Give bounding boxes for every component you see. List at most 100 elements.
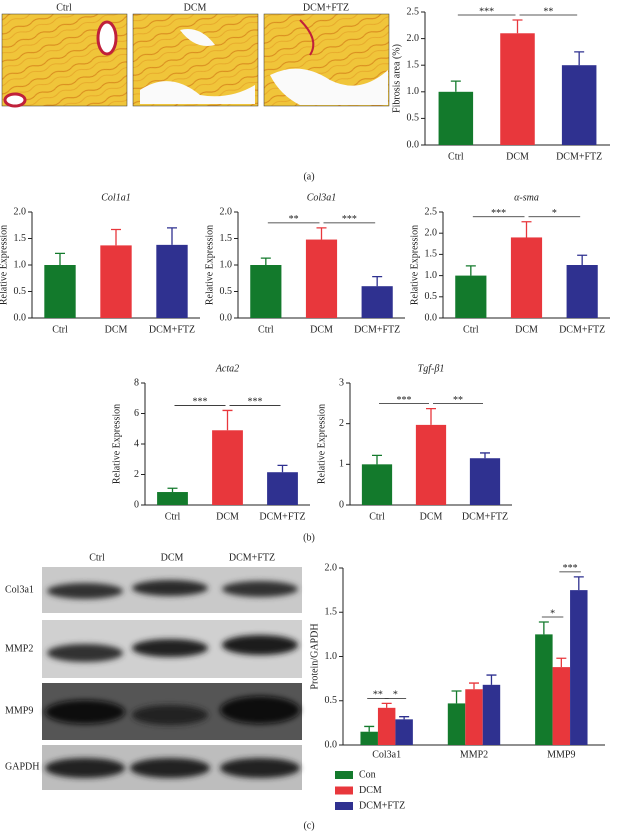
y-tick-label: 1.5 <box>425 249 438 260</box>
y-tick-label: 0.0 <box>407 139 420 150</box>
y-tick-label: 1.5 <box>407 59 420 70</box>
error-bar <box>111 228 121 246</box>
bar <box>482 684 501 745</box>
western-blot: Ctrl DCM DCM+FTZ Col3a1 MMP2 MMP9 GAPDH <box>5 552 302 790</box>
significance-label: *** <box>491 208 506 219</box>
significance-label: ** <box>543 6 553 17</box>
histology-images: Ctrl DCM DCM+FTZ <box>1 2 390 108</box>
vessel <box>96 20 118 56</box>
y-axis-label: Relative Expression <box>111 404 122 484</box>
error-bar <box>260 257 271 265</box>
error-bar <box>167 227 177 245</box>
y-tick-label: 0.5 <box>14 286 27 297</box>
y-tick-label: 1 <box>339 459 344 470</box>
error-bar <box>55 252 65 265</box>
x-tick-label: DCM <box>216 511 239 522</box>
chart-title: Tgf-β1 <box>418 363 445 374</box>
histology-label: Ctrl <box>56 2 72 13</box>
x-tick-label: DCM <box>506 151 529 162</box>
significance-label: *** <box>563 563 578 574</box>
blot-row-label: MMP2 <box>5 643 33 654</box>
bar <box>415 424 447 505</box>
y-tick-label: 2.0 <box>325 562 338 573</box>
blot-row-label: MMP9 <box>5 705 33 716</box>
y-tick-label: 2.0 <box>407 33 420 44</box>
x-tick-label: MMP9 <box>547 749 575 760</box>
tissue-gap <box>140 81 255 104</box>
bar <box>156 244 188 318</box>
chart-title: α-sma <box>514 192 539 203</box>
legend-swatch <box>335 802 353 810</box>
histology-label: DCM <box>184 2 207 13</box>
y-tick-label: 1.5 <box>14 233 27 244</box>
error-bar <box>486 674 497 685</box>
bar <box>305 239 338 318</box>
blot-column-label: DCM+FTZ <box>229 552 275 563</box>
x-tick-label: DCM <box>420 511 443 522</box>
error-bar <box>451 690 462 704</box>
y-tick-label: 1.0 <box>407 86 420 97</box>
legend-label: Con <box>359 769 376 780</box>
x-tick-label: Ctrl <box>369 511 385 522</box>
error-bar <box>512 19 523 34</box>
x-tick-label: DCM+FTZ <box>354 324 400 335</box>
bar <box>500 33 535 145</box>
y-tick-label: 0.0 <box>14 312 27 323</box>
bar <box>267 472 298 505</box>
panel-label: (a) <box>303 171 314 182</box>
y-tick-label: 0 <box>339 499 344 510</box>
error-bar <box>399 716 410 720</box>
panel-label: (c) <box>303 820 314 831</box>
legend-label: DCM+FTZ <box>359 800 405 811</box>
error-bar <box>277 464 288 473</box>
vessel <box>3 92 27 108</box>
significance-label: ** <box>289 214 299 225</box>
y-tick-label: 0 <box>134 499 139 510</box>
error-bar <box>469 682 479 690</box>
error-bar <box>538 621 549 635</box>
y-tick-label: 1.5 <box>220 233 233 244</box>
tissue-gap <box>270 68 388 105</box>
x-tick-label: DCM+FTZ <box>149 324 195 335</box>
bar <box>438 91 474 145</box>
x-tick-label: Ctrl <box>463 324 479 335</box>
x-tick-label: Ctrl <box>448 151 464 162</box>
x-tick-label: DCM <box>105 324 128 335</box>
significance-label: * <box>552 208 557 219</box>
bar <box>510 237 543 318</box>
y-axis-label: Relative Expression <box>0 225 9 305</box>
panel-label: (b) <box>303 532 315 543</box>
bar <box>361 464 393 505</box>
bar <box>250 265 282 318</box>
blot-row-label: Col3a1 <box>5 584 34 595</box>
chart-title: Col3a1 <box>307 192 336 203</box>
bar <box>361 286 393 318</box>
chart-title: Acta2 <box>215 363 239 374</box>
x-tick-label: DCM+FTZ <box>462 511 508 522</box>
error-bar <box>372 276 383 287</box>
y-tick-label: 2.5 <box>425 206 438 217</box>
error-bar <box>556 657 567 668</box>
y-tick-label: 1.0 <box>325 651 338 662</box>
y-tick-label: 2.0 <box>220 206 233 217</box>
error-bar <box>465 265 476 276</box>
x-tick-label: Ctrl <box>165 511 181 522</box>
x-tick-label: DCM+FTZ <box>259 511 305 522</box>
bar <box>535 634 553 745</box>
significance-label: * <box>550 608 555 619</box>
y-tick-label: 1.0 <box>425 270 438 281</box>
error-bar <box>364 725 375 732</box>
significance-label: ** <box>453 395 463 406</box>
y-tick-label: 2 <box>134 469 139 480</box>
histology-label: DCM+FTZ <box>303 2 349 13</box>
significance-label: *** <box>248 397 263 408</box>
y-tick-label: 8 <box>134 377 139 388</box>
error-bar <box>222 409 233 431</box>
bar <box>455 275 487 318</box>
y-tick-label: 4 <box>134 438 139 449</box>
error-bar <box>521 221 532 238</box>
y-tick-label: 0.5 <box>425 291 438 302</box>
significance-label: * <box>393 690 398 701</box>
bar <box>360 731 378 745</box>
